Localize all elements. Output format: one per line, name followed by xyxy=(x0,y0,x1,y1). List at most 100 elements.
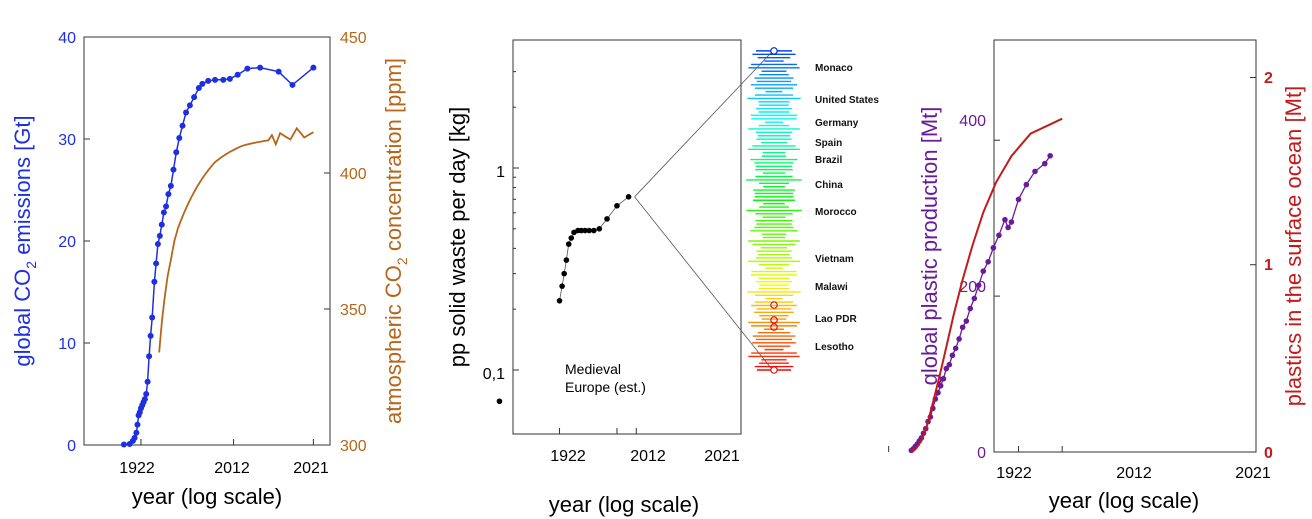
plastic-series xyxy=(908,117,1063,454)
country-marker xyxy=(770,366,778,374)
country-label: Brazil xyxy=(815,155,842,166)
x-tick-label: 2012 xyxy=(630,448,666,465)
plastic-production-point xyxy=(1047,152,1053,159)
co2-emissions-point xyxy=(151,278,158,285)
co2-emissions-point xyxy=(158,221,165,228)
waste-point xyxy=(591,227,597,234)
country-label: Monaco xyxy=(815,63,853,74)
waste-point xyxy=(561,270,567,277)
co2-emissions-point xyxy=(144,378,151,385)
x-axis-label: year (log scale) xyxy=(132,484,282,509)
y2-tick-label: 400 xyxy=(340,166,367,183)
y2-tick-label: 450 xyxy=(340,30,367,47)
waste-point xyxy=(614,202,620,209)
co2-emissions-point xyxy=(163,203,170,210)
co2-emissions-point xyxy=(289,81,296,88)
x-tick-label: 2021 xyxy=(293,460,329,477)
plastic-production-point xyxy=(980,268,987,274)
waste-point xyxy=(496,398,503,405)
country-label: China xyxy=(815,180,843,191)
right-axis-label: atmospheric CO2 concentration [ppm] xyxy=(381,58,410,424)
y-tick-label: 20 xyxy=(58,234,76,251)
co2-emissions-point xyxy=(244,65,251,72)
co2-series xyxy=(120,64,317,448)
panel-co2: 1922 2012 2021 year (log scale) 0 10 20 … xyxy=(10,30,410,509)
plastic-production-point xyxy=(967,305,974,312)
y-tick-label: 0 xyxy=(67,438,76,455)
co2-emissions-point xyxy=(226,75,233,82)
x-tick-label: 2012 xyxy=(1116,465,1152,482)
country-label: Germany xyxy=(815,118,859,129)
left-axis-label: global CO2 emissions [Gt] xyxy=(10,115,39,366)
plastic-production-point xyxy=(1015,196,1022,203)
y-tick-label: 30 xyxy=(58,132,76,149)
plastic-production-point xyxy=(949,352,956,359)
co2-emissions-point xyxy=(275,68,282,75)
co2-emissions-point xyxy=(160,209,167,216)
co2-emissions-point xyxy=(133,429,140,436)
plastic-production-point xyxy=(956,336,962,342)
annotation: Medieval xyxy=(565,361,621,377)
x-tick-label: 1922 xyxy=(996,465,1032,482)
connector-line xyxy=(634,52,772,198)
waste-point xyxy=(565,241,572,247)
country-label: Lesotho xyxy=(815,342,854,353)
co2-concentration-line xyxy=(158,126,314,353)
co2-emissions-point xyxy=(167,182,174,189)
co2-emissions-point xyxy=(186,102,193,109)
country-marker xyxy=(770,301,778,309)
co2-emissions-point xyxy=(183,109,190,116)
country-label: Vietnam xyxy=(815,254,854,265)
y-tick-label: 0,1 xyxy=(483,366,505,383)
co2-emissions-point xyxy=(195,85,202,91)
co2-emissions-point xyxy=(143,391,150,397)
co2-emissions-point xyxy=(257,64,264,71)
waste-point xyxy=(586,227,592,234)
annotation: Europe (est.) xyxy=(565,379,646,395)
waste-line xyxy=(559,196,629,301)
waste-point xyxy=(563,257,570,263)
co2-emissions-point xyxy=(134,421,141,428)
y-tick-label: 0 xyxy=(977,445,986,462)
plastic-production-point xyxy=(1002,216,1008,223)
waste-point xyxy=(596,226,603,232)
waste-point xyxy=(556,298,563,304)
co2-emissions-line xyxy=(123,66,314,446)
y-tick-label: 200 xyxy=(959,279,986,296)
co2-emissions-point xyxy=(141,396,148,403)
plastic-production-point xyxy=(943,365,950,372)
co2-emissions-point xyxy=(191,94,198,101)
co2-emissions-point xyxy=(310,64,317,71)
plastic-production-point xyxy=(959,324,966,331)
co2-emissions-point xyxy=(173,149,180,156)
y2-tick-label: 2 xyxy=(1264,70,1273,87)
co2-emissions-point xyxy=(131,434,138,441)
x-axis-label: year (log scale) xyxy=(1049,488,1199,513)
plastic-production-point xyxy=(952,345,959,352)
waste-point xyxy=(559,283,565,289)
plastic-production-point xyxy=(996,232,1002,239)
country-marker xyxy=(770,316,778,324)
waste-point xyxy=(625,194,632,200)
co2-emissions-point xyxy=(234,71,241,78)
plastic-production-point xyxy=(990,244,997,251)
co2-emissions-point xyxy=(120,441,127,448)
plastic-production-point xyxy=(975,282,982,288)
axis-ticks xyxy=(888,76,1256,453)
plastic-production-point xyxy=(1008,219,1015,225)
right-axis-label: plastics in the surface ocean [Mt] xyxy=(1281,86,1306,406)
country-labels: Monaco United States Germany Spain Brazil Chi… xyxy=(815,63,879,353)
plot-frame xyxy=(512,39,742,435)
co2-emissions-point xyxy=(156,232,163,239)
plastic-ocean-line xyxy=(910,117,1063,453)
plastic-production-point xyxy=(946,361,953,368)
panel-waste: 1 0,1 pp solid waste per day [kg] 1922 2… xyxy=(445,39,879,517)
country-label: Lao PDR xyxy=(815,314,857,325)
x-tick-label: 1922 xyxy=(119,460,155,477)
waste-point xyxy=(568,235,575,241)
plastic-production-point xyxy=(1023,181,1030,188)
country-marker xyxy=(770,323,778,331)
country-distribution xyxy=(634,47,802,374)
y-tick-label: 1 xyxy=(496,164,505,181)
